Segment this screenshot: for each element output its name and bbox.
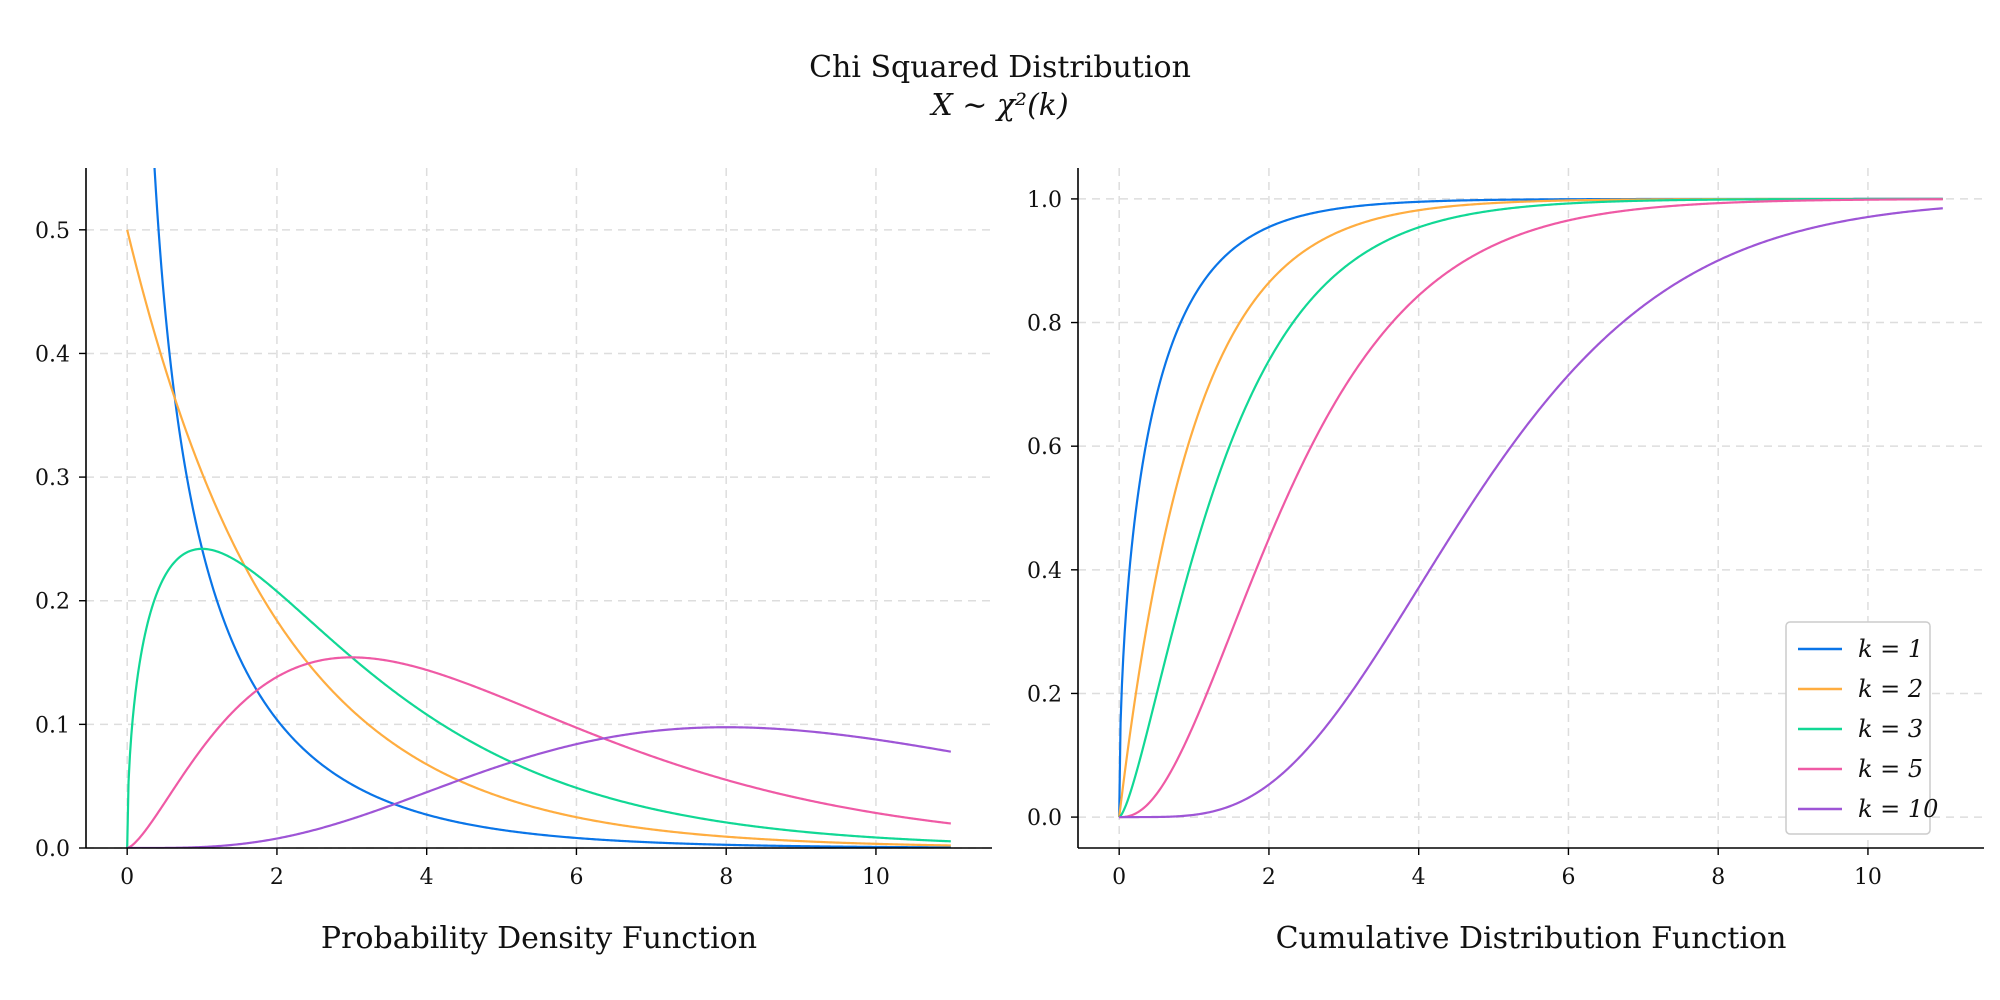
series-line-k-3 bbox=[1118, 197, 1943, 818]
figure-title: Chi Squared Distribution bbox=[809, 50, 1191, 85]
series-group bbox=[126, 168, 952, 848]
y-tick-label: 0.0 bbox=[35, 837, 70, 862]
legend-label: k = 1 bbox=[1858, 635, 1923, 663]
legend-label: k = 2 bbox=[1858, 675, 1923, 703]
x-tick-label: 8 bbox=[719, 865, 733, 890]
y-tick-label: 0.5 bbox=[35, 219, 70, 244]
series-line-k-3 bbox=[126, 547, 951, 848]
series-line-k-5 bbox=[1119, 198, 1943, 819]
x-tick-label: 4 bbox=[420, 865, 434, 890]
y-tick-label: 0.4 bbox=[1027, 559, 1062, 584]
x-tick-label: 2 bbox=[270, 865, 284, 890]
chart-panel-1: 0 2 4 6 8 10 0.0 0.1 0.2 0.3 0.4 0.5 Probability Den… bbox=[35, 168, 992, 956]
y-tick-label: 0.8 bbox=[1027, 312, 1062, 337]
legend-label: k = 3 bbox=[1858, 715, 1923, 743]
series-group bbox=[1118, 197, 1943, 819]
y-tick-label: 0.2 bbox=[1027, 682, 1062, 707]
x-tick-label: 6 bbox=[569, 865, 583, 890]
x-tick-label: 0 bbox=[120, 865, 134, 890]
x-tick-label: 10 bbox=[1854, 865, 1882, 890]
y-tick-label: 0.1 bbox=[35, 713, 70, 738]
y-tick-label: 0.4 bbox=[35, 342, 70, 367]
x-tick-label: 10 bbox=[862, 865, 890, 890]
x-axis-label: Cumulative Distribution Function bbox=[1276, 921, 1787, 956]
series-line-k-10 bbox=[127, 726, 952, 848]
series-line-k-2 bbox=[126, 229, 951, 847]
x-tick-label: 6 bbox=[1561, 865, 1575, 890]
x-tick-label: 2 bbox=[1262, 865, 1276, 890]
chart-panel-2: 0 2 4 6 8 10 0.0 0.2 0.4 0.6 0.8 1.0 Cumulative Dist… bbox=[1027, 168, 1984, 956]
legend-label: k = 10 bbox=[1858, 795, 1938, 823]
y-tick-label: 0.0 bbox=[1027, 806, 1062, 831]
y-tick-label: 1.0 bbox=[1027, 188, 1062, 213]
x-axis-label: Probability Density Function bbox=[321, 921, 757, 956]
series-line-k-5 bbox=[126, 656, 951, 848]
series-line-k-1 bbox=[153, 168, 951, 848]
series-line-k-10 bbox=[1119, 207, 1943, 819]
y-tick-label: 0.3 bbox=[35, 466, 70, 491]
legend-label: k = 5 bbox=[1858, 755, 1923, 783]
legend: k = 1 k = 2 k = 3 k = 5 k = 10 bbox=[1785, 621, 1938, 835]
y-tick-label: 0.2 bbox=[35, 590, 70, 615]
legend-frame bbox=[1785, 621, 1931, 835]
x-tick-label: 0 bbox=[1112, 865, 1126, 890]
x-tick-label: 8 bbox=[1711, 865, 1725, 890]
figure-subtitle: X ∼ χ²(k) bbox=[931, 88, 1069, 123]
x-tick-label: 4 bbox=[1412, 865, 1426, 890]
y-tick-label: 0.6 bbox=[1027, 435, 1062, 460]
